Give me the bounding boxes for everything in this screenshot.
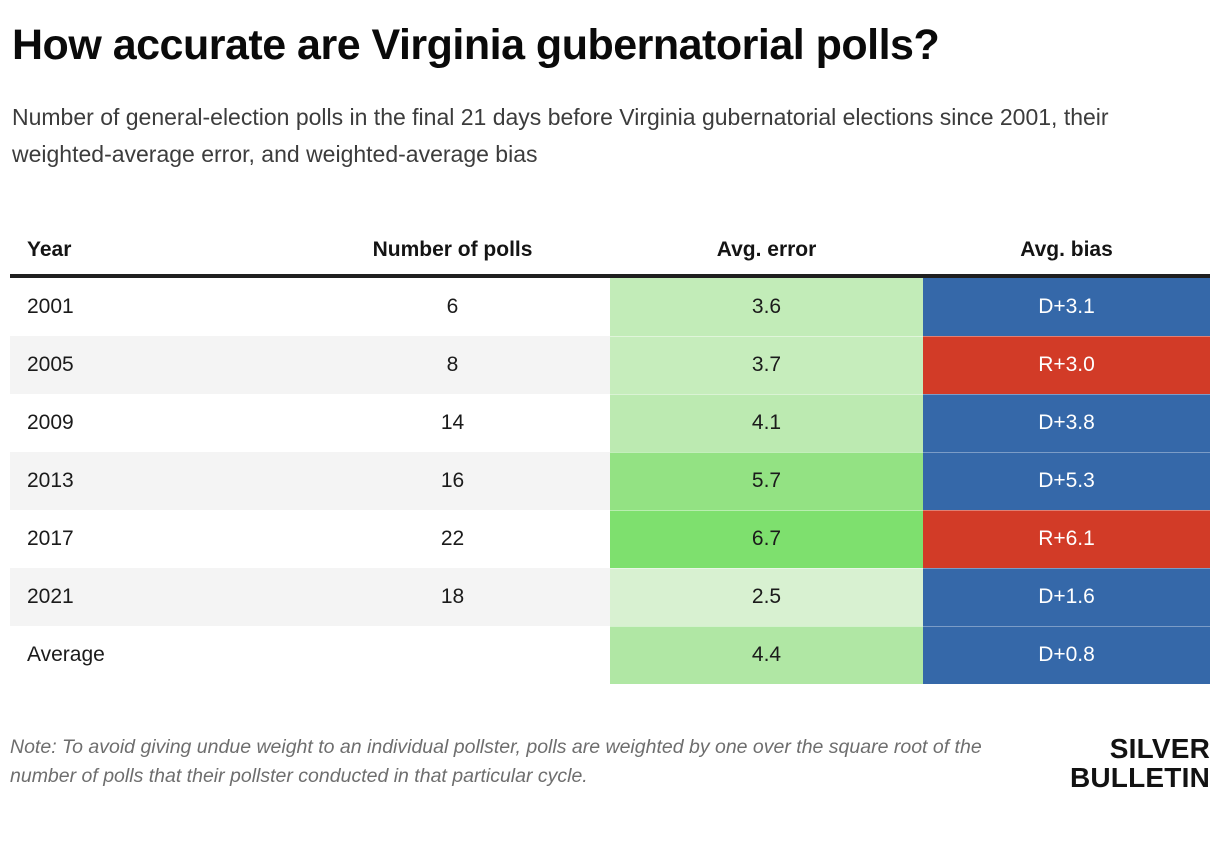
table-header-row: Year Number of polls Avg. error Avg. bia… xyxy=(10,226,1210,278)
cell-avg-error: 4.1 xyxy=(610,393,923,452)
cell-avg-error: 4.4 xyxy=(610,625,923,684)
table-body: 2001 6 3.6 D+3.1 2005 8 3.7 R+3.0 2009 14 4.1 D+3.8… xyxy=(10,277,1210,684)
cell-number-of-polls: 8 xyxy=(295,335,610,394)
column-header-year: Year xyxy=(27,237,72,261)
table-row-2013: 2013 16 5.7 D+5.3 xyxy=(10,451,1210,510)
cell-avg-bias: R+3.0 xyxy=(923,335,1210,394)
cell-avg-error: 2.5 xyxy=(610,567,923,626)
cell-year: 2009 xyxy=(27,410,74,434)
page: How accurate are Virginia gubernatorial … xyxy=(10,21,1210,792)
cell-avg-error: 3.6 xyxy=(610,277,923,336)
cell-year: 2005 xyxy=(10,335,295,394)
cell-avg-bias: R+6.1 xyxy=(923,509,1210,568)
logo-line-2: BULLETIN xyxy=(1069,761,1210,793)
table-row-2001: 2001 6 3.6 D+3.1 xyxy=(10,277,1210,336)
cell-number-of-polls: 18 xyxy=(295,567,610,626)
cell-avg-bias: D+3.1 xyxy=(923,277,1210,336)
cell-avg-bias: D+1.6 xyxy=(923,567,1210,626)
column-header-polls: Number of polls xyxy=(372,237,533,261)
cell-number-of-polls: 22 xyxy=(440,526,465,550)
page-title: How accurate are Virginia gubernatorial … xyxy=(12,21,940,69)
footnote: Note: To avoid giving undue weight to an… xyxy=(10,735,982,788)
logo-line-1: SILVER xyxy=(1109,732,1210,764)
cell-year: 2013 xyxy=(10,451,295,510)
column-header-avg-bias: Avg. bias xyxy=(1020,237,1113,261)
cell-number-of-polls xyxy=(295,626,610,684)
cell-avg-error: 5.7 xyxy=(610,451,923,510)
cell-avg-error: 6.7 xyxy=(610,509,923,568)
table-row-2017: 2017 22 6.7 R+6.1 xyxy=(10,509,1210,568)
cell-avg-bias: D+0.8 xyxy=(923,625,1210,684)
column-header-avg-error: Avg. error xyxy=(716,237,817,261)
silver-bulletin-logo: SILVER BULLETIN xyxy=(1070,733,1210,792)
cell-year: 2001 xyxy=(27,294,74,318)
cell-number-of-polls: 14 xyxy=(440,410,465,434)
cell-year: 2017 xyxy=(27,526,74,550)
polls-accuracy-table: Year Number of polls Avg. error Avg. bia… xyxy=(10,226,1210,684)
table-row-2009: 2009 14 4.1 D+3.8 xyxy=(10,393,1210,452)
cell-number-of-polls: 6 xyxy=(446,294,459,318)
cell-number-of-polls: 16 xyxy=(295,451,610,510)
table-row-2021: 2021 18 2.5 D+1.6 xyxy=(10,567,1210,626)
cell-avg-error: 3.7 xyxy=(610,335,923,394)
cell-year: Average xyxy=(27,642,105,666)
table-row-average: Average 4.4 D+0.8 xyxy=(10,625,1210,684)
table-row-2005: 2005 8 3.7 R+3.0 xyxy=(10,335,1210,394)
cell-year: 2021 xyxy=(10,567,295,626)
cell-avg-bias: D+3.8 xyxy=(923,393,1210,452)
footer: Note: To avoid giving undue weight to an… xyxy=(10,733,1210,792)
page-subtitle: Number of general-election polls in the … xyxy=(12,104,1109,167)
cell-avg-bias: D+5.3 xyxy=(923,451,1210,510)
